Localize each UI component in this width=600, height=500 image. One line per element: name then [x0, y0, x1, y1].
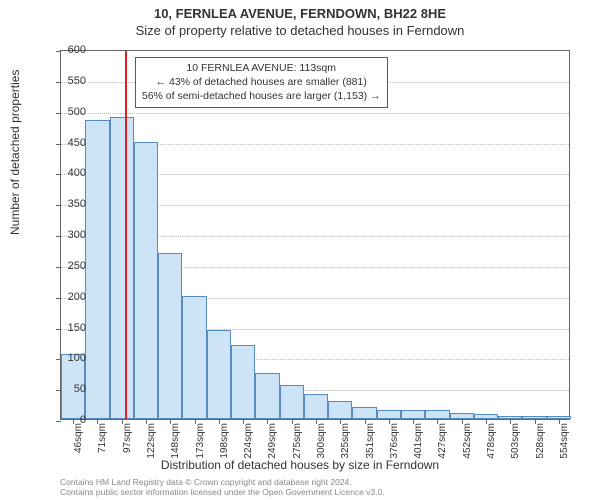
ytick-label: 400	[46, 167, 86, 179]
histogram-chart: 46sqm71sqm97sqm122sqm148sqm173sqm198sqm2…	[60, 50, 570, 420]
histogram-bar	[401, 410, 425, 419]
xtick-label: 122sqm	[146, 423, 157, 459]
ytick-label: 200	[46, 291, 86, 303]
page-subtitle: Size of property relative to detached ho…	[0, 23, 600, 38]
histogram-bar	[207, 330, 231, 419]
xtick-label: 275sqm	[292, 423, 303, 459]
ytick-label: 50	[46, 383, 86, 395]
plot-area: 46sqm71sqm97sqm122sqm148sqm173sqm198sqm2…	[60, 50, 570, 420]
histogram-bar	[377, 410, 401, 419]
annotation-box: 10 FERNLEA AVENUE: 113sqm← 43% of detach…	[135, 57, 388, 108]
xtick-label: 97sqm	[122, 423, 133, 453]
histogram-bar	[134, 142, 158, 420]
xtick-label: 452sqm	[462, 423, 473, 459]
histogram-bar	[352, 407, 376, 419]
xtick-label: 46sqm	[73, 423, 84, 453]
xtick-label: 249sqm	[267, 423, 278, 459]
xtick-label: 427sqm	[437, 423, 448, 459]
x-axis-label: Distribution of detached houses by size …	[0, 458, 600, 472]
xtick-label: 198sqm	[219, 423, 230, 459]
footer-attribution: Contains HM Land Registry data © Crown c…	[60, 478, 585, 498]
xtick-label: 224sqm	[243, 423, 254, 459]
ytick-label: 500	[46, 106, 86, 118]
xtick-label: 376sqm	[389, 423, 400, 459]
histogram-bar	[255, 373, 279, 419]
ytick-label: 250	[46, 260, 86, 272]
ytick-label: 550	[46, 75, 86, 87]
histogram-bar	[110, 117, 134, 419]
xtick-label: 148sqm	[170, 423, 181, 459]
footer-line-2: Contains public sector information licen…	[60, 488, 585, 498]
histogram-bar	[425, 410, 449, 419]
ytick-label: 100	[46, 352, 86, 364]
ytick-label: 350	[46, 198, 86, 210]
annotation-line: ← 43% of detached houses are smaller (88…	[142, 75, 381, 89]
xtick-label: 325sqm	[340, 423, 351, 459]
ytick-label: 600	[46, 44, 86, 56]
xtick-label: 503sqm	[510, 423, 521, 459]
xtick-label: 173sqm	[195, 423, 206, 459]
histogram-bar	[328, 401, 352, 420]
histogram-bar	[85, 120, 109, 419]
xtick-label: 351sqm	[365, 423, 376, 459]
xtick-label: 71sqm	[97, 423, 108, 453]
reference-line	[125, 51, 127, 419]
page-title: 10, FERNLEA AVENUE, FERNDOWN, BH22 8HE	[0, 6, 600, 21]
histogram-bar	[304, 394, 328, 419]
xtick-label: 300sqm	[316, 423, 327, 459]
ytick-label: 0	[46, 414, 86, 426]
ytick-label: 150	[46, 322, 86, 334]
annotation-line: 56% of semi-detached houses are larger (…	[142, 89, 381, 103]
gridline	[61, 113, 569, 114]
xtick-label: 401sqm	[413, 423, 424, 459]
annotation-line: 10 FERNLEA AVENUE: 113sqm	[142, 61, 381, 75]
y-axis-label: Number of detached properties	[8, 70, 22, 235]
xtick-label: 554sqm	[559, 423, 570, 459]
histogram-bar	[231, 345, 255, 419]
histogram-bar	[158, 253, 182, 420]
xtick-label: 478sqm	[486, 423, 497, 459]
ytick-label: 300	[46, 229, 86, 241]
ytick-label: 450	[46, 137, 86, 149]
histogram-bar	[280, 385, 304, 419]
histogram-bar	[182, 296, 206, 419]
xtick-label: 528sqm	[535, 423, 546, 459]
